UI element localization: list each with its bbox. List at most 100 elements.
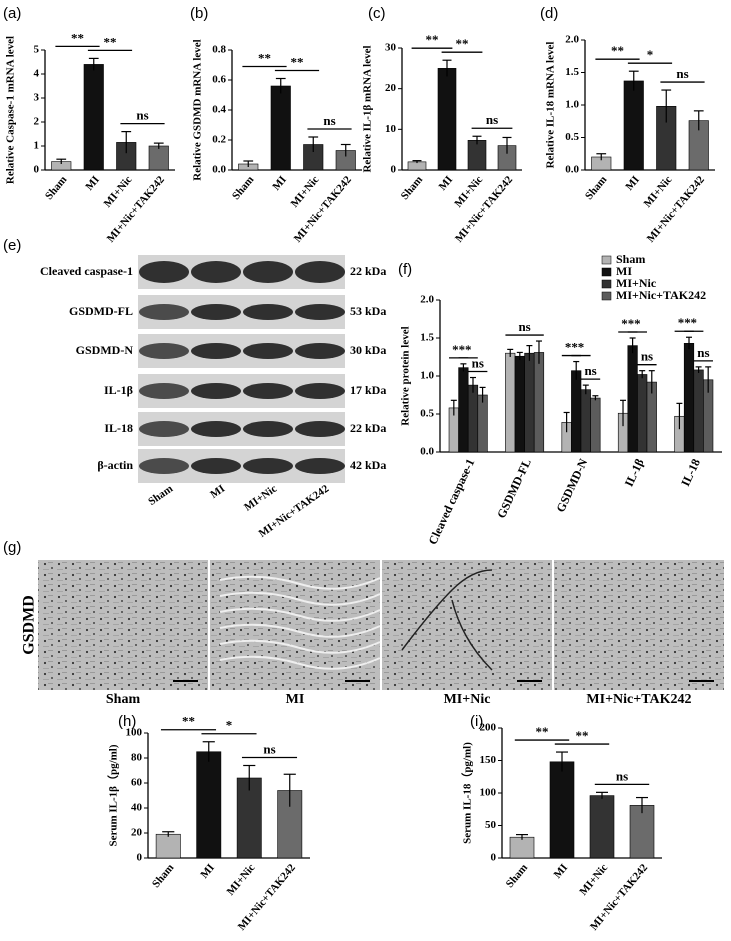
y-axis-label: Serum IL-1β（pg/ml) [107,744,120,846]
bar [509,836,535,859]
y-tick-label: 1 [34,140,40,152]
row-size: 17 kDa [350,383,386,397]
bar [467,140,487,171]
significance-label: ** [576,728,589,743]
row-size: 22 kDa [350,264,386,278]
panel-label: (b) [190,5,208,22]
row-label: IL-18 [104,421,133,435]
y-tick-label: 0.0 [420,446,434,458]
significance-label: ** [452,342,465,357]
x-tick-label: MI [83,174,102,193]
x-tick-label: MI+Nic [577,862,610,898]
y-tick-label: 50 [485,819,497,831]
x-tick-label: GSDMD-FL [494,457,534,521]
y-tick-label: 0.0 [212,164,226,176]
blot-band [243,458,293,474]
blot-band [295,421,345,437]
x-tick-label: MI+Nic [642,174,675,210]
panel-label: (i) [470,713,483,730]
y-tick-label: 0 [391,164,397,176]
significance-label: ** [182,714,195,729]
panel-label: (g) [3,539,21,556]
significance-label: ** [621,316,634,331]
y-tick-label: 0.5 [420,408,434,420]
x-tick-label: MI+Nic [289,174,322,210]
blot-band [295,304,345,320]
significance-label: ** [536,724,549,739]
y-axis-label: Relative protein level [400,326,412,425]
y-tick-label: 1.5 [420,332,434,344]
significance-label: ** [71,30,84,45]
y-tick-label: 0.0 [565,164,579,176]
blot-band [243,304,293,320]
x-tick-label: Sham [399,174,425,202]
y-tick-label: 0 [137,852,143,864]
blot-band [191,383,241,399]
bar [467,384,479,453]
significance-label: ns [263,741,275,756]
y-tick-label: 200 [480,722,497,734]
y-tick-label: 0 [491,852,497,864]
tissue-crack [401,569,493,671]
bar [524,352,535,453]
x-tick-label: GSDMD-N [553,456,590,514]
legend-label: MI+Nic [616,276,657,290]
significance-label: * [465,342,472,357]
significance-label: ** [565,340,578,355]
tissue-fiber [219,623,381,638]
blot-band [191,304,241,320]
significance-label: ** [456,36,469,51]
micrograph [38,560,208,690]
lane-label: MI [208,483,227,501]
y-tick-label: 150 [480,754,497,766]
bar [693,369,704,453]
significance-label: ns [676,66,688,81]
significance-label: ns [518,319,530,334]
blot-band [295,383,345,399]
blot-band [191,261,241,283]
y-axis-label: Relative IL-1β mRNA level [362,45,374,172]
panel-label: (c) [368,5,386,22]
bar [236,777,262,859]
bar [437,68,457,171]
bar [83,64,104,171]
y-axis-label: Relative Caspase-1 mRNA level [5,36,17,184]
y-tick-label: 1.5 [565,66,579,78]
x-tick-label: MI+Nic [225,862,258,898]
y-tick-label: 0.2 [212,134,226,146]
micrograph [554,560,724,690]
blot-band [243,421,293,437]
y-tick-label: 60 [131,777,143,789]
blot-band [295,458,345,474]
significance-label: ** [426,32,439,47]
significance-label: ns [616,768,628,783]
bar [196,751,222,859]
bar [590,397,601,453]
bar [637,374,648,453]
significance-label: ** [678,315,691,330]
row-size: 22 kDa [350,421,386,435]
y-tick-label: 20 [131,827,143,839]
bar [148,145,169,171]
x-tick-label: MI+Nic+TAK242 [453,173,516,244]
y-axis-label: Relative IL-18 mRNA level [545,42,557,169]
blot-band [243,383,293,399]
x-tick-label: MI [198,862,217,881]
x-tick-label: MI+Nic+TAK242 [292,173,355,244]
bar [580,389,591,453]
x-tick-label: MI+Nic+TAK242 [105,173,168,244]
bar [514,355,525,453]
bar [270,85,291,171]
row-label: IL-1β [104,383,133,397]
x-tick-label: MI+Nic+TAK242 [645,173,708,244]
y-tick-label: 0.6 [212,74,226,86]
significance-label: ** [258,50,271,65]
x-tick-label: MI+Nic [102,174,135,210]
legend-swatch [601,279,612,289]
legend-label: MI+Nic+TAK242 [616,288,706,302]
tissue-fiber [219,575,381,590]
y-tick-label: 2.0 [565,34,579,46]
legend-label: MI [616,264,632,278]
significance-label: ns [136,108,148,123]
